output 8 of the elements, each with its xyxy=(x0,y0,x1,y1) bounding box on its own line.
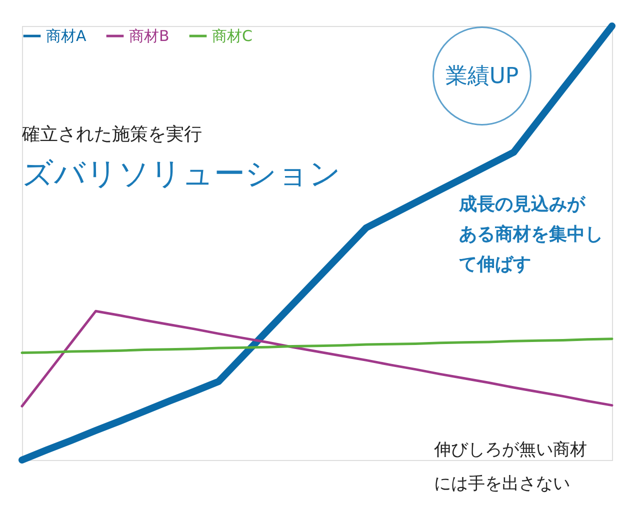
annotation: 伸びしろが無い商材には手を出さない xyxy=(433,440,587,494)
annotation: 業績UP xyxy=(445,64,519,89)
legend-label: 商材B xyxy=(129,27,170,45)
text: 確立された施策を実行 xyxy=(21,124,202,145)
legend-label: 商材A xyxy=(46,27,87,45)
annotation: 成長の見込みがある商材を集中して伸ばす xyxy=(458,194,603,275)
legend-label: 商材C xyxy=(212,27,252,45)
text: ズバリソリューション xyxy=(22,156,341,192)
